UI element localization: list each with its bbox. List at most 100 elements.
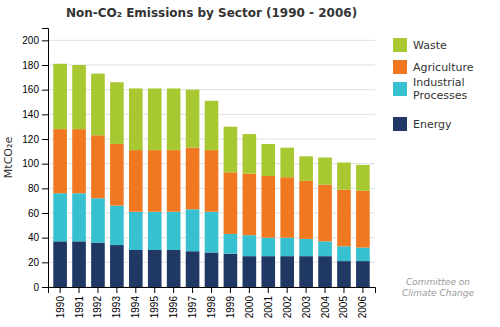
chart-svg: 0204060801001201401601802001990199119921… <box>0 0 500 327</box>
tick: 1999 <box>225 287 236 318</box>
bar <box>243 256 257 287</box>
bar <box>280 238 294 257</box>
bar <box>261 144 275 176</box>
tick-label: 40 <box>28 232 40 243</box>
y-axis: 020406080100120140160180200 <box>22 29 48 293</box>
tick-label: 2004 <box>320 296 331 319</box>
bar <box>205 252 219 287</box>
legend-label: Energy <box>413 118 452 131</box>
bar <box>91 198 105 242</box>
legend-label: Waste <box>413 39 447 52</box>
tick: 1996 <box>168 287 179 318</box>
bar <box>205 212 219 253</box>
bar <box>224 254 238 287</box>
tick-mark <box>42 114 48 115</box>
legend-swatch <box>393 60 407 74</box>
annotation: Committee onClimate Change <box>402 277 474 298</box>
bar <box>148 150 162 212</box>
tick: 100 <box>22 158 48 169</box>
title: Non-CO₂ Emissions by Sector (1990 - 2006… <box>66 6 357 20</box>
tick-mark <box>135 287 136 293</box>
bar <box>129 150 143 212</box>
tick-mark <box>343 287 344 293</box>
bar <box>186 90 200 148</box>
bar <box>186 251 200 287</box>
tick-mark <box>42 213 48 214</box>
tick: 200 <box>22 35 48 46</box>
tick-mark <box>42 90 48 91</box>
tick-mark <box>287 287 288 293</box>
tick-mark <box>211 287 212 293</box>
tick-mark <box>325 287 326 293</box>
bar <box>72 193 86 241</box>
tick: 120 <box>22 134 48 145</box>
tick-label: 0 <box>33 282 39 293</box>
x-axis: 1990199119921993199419951996199719981999… <box>49 287 376 318</box>
bar <box>243 174 257 236</box>
tick-mark <box>192 287 193 293</box>
bar <box>280 177 294 237</box>
tick-label: 1992 <box>92 296 103 319</box>
legend-item: Waste <box>393 38 447 52</box>
bar <box>337 261 351 287</box>
tick: 60 <box>28 208 48 219</box>
bar <box>356 165 370 191</box>
bar <box>280 148 294 178</box>
bar <box>205 150 219 212</box>
tick-label: 2003 <box>301 296 312 319</box>
tick: 1992 <box>92 287 103 318</box>
tick: 1998 <box>206 287 217 318</box>
bar <box>167 88 181 150</box>
bar <box>299 256 313 287</box>
tick-label: 200 <box>22 35 39 46</box>
bar <box>186 209 200 251</box>
bar <box>110 82 124 144</box>
chart-container: 0204060801001201401601802001990199119921… <box>0 0 500 327</box>
tick: 2001 <box>263 287 274 318</box>
axis-line <box>42 29 49 288</box>
tick: 20 <box>28 257 48 268</box>
bar <box>129 250 143 287</box>
tick-label: 80 <box>28 183 40 194</box>
bar <box>53 193 67 241</box>
bar <box>110 245 124 287</box>
bar <box>318 158 332 185</box>
bar <box>356 191 370 248</box>
tick-label: 1997 <box>187 296 198 319</box>
tick: 80 <box>28 183 48 194</box>
tick: 2005 <box>338 287 349 318</box>
tick-mark <box>268 287 269 293</box>
bar <box>337 190 351 247</box>
bar <box>53 129 67 193</box>
bar <box>72 65 86 129</box>
bar <box>299 156 313 181</box>
grid-line <box>48 40 375 41</box>
tick-label: 2005 <box>338 296 349 319</box>
tick: 0 <box>33 282 48 293</box>
bar <box>148 88 162 150</box>
tick-label: 160 <box>22 84 39 95</box>
bars <box>53 64 369 287</box>
bar <box>72 129 86 193</box>
tick-label: 1994 <box>130 296 141 319</box>
tick-mark <box>306 287 307 293</box>
tick-label: 1999 <box>225 296 236 319</box>
legend-label: Agriculture <box>413 61 474 74</box>
tick-mark <box>173 287 174 293</box>
bar <box>243 134 257 173</box>
y-axis-title: MtCO₂e <box>2 137 15 179</box>
tick-label: 120 <box>22 134 39 145</box>
bar <box>299 239 313 256</box>
bar <box>356 248 370 262</box>
bar <box>186 148 200 210</box>
tick-mark <box>42 164 48 165</box>
tick-label: 1990 <box>55 296 66 319</box>
tick: 2003 <box>301 287 312 318</box>
tick: 1990 <box>55 287 66 318</box>
tick-label: 2000 <box>244 296 255 319</box>
bar <box>318 256 332 287</box>
bar <box>224 127 238 173</box>
bar <box>91 135 105 198</box>
legend-item: IndustrialProcesses <box>393 76 467 102</box>
tick: 1991 <box>74 287 85 318</box>
